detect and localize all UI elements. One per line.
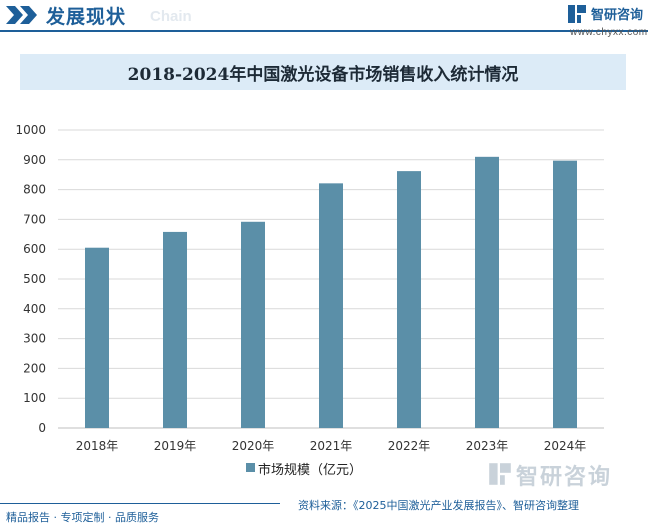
y-tick-label: 300 xyxy=(23,332,46,346)
y-tick-label: 100 xyxy=(23,391,46,405)
bar xyxy=(397,171,421,428)
footer-divider xyxy=(0,503,280,504)
chart-title: 2018-2024年中国激光设备市场销售收入统计情况 xyxy=(127,65,519,85)
x-tick-label: 2018年 xyxy=(76,439,119,453)
y-tick-label: 800 xyxy=(23,183,46,197)
double-chevron-icon xyxy=(6,6,37,24)
watermark-logo-icon xyxy=(489,463,511,485)
header: 发展现状 Chain 智研咨询 www.chyxx.com xyxy=(0,0,648,40)
x-tick-label: 2019年 xyxy=(154,439,197,453)
watermark-name: 智研咨询 xyxy=(516,465,613,490)
bar xyxy=(241,221,265,428)
bar xyxy=(163,231,187,428)
chart-title-bar: 2018-2024年中国激光设备市场销售收入统计情况 xyxy=(20,54,626,90)
bar xyxy=(319,183,343,428)
y-tick-label: 400 xyxy=(23,302,46,316)
y-tick-label: 900 xyxy=(23,153,46,167)
x-tick-label: 2023年 xyxy=(466,439,509,453)
legend-label: 市场规模（亿元） xyxy=(258,463,363,478)
y-tick-label: 200 xyxy=(23,361,46,375)
brand-url[interactable]: www.chyxx.com xyxy=(570,27,648,38)
x-tick-label: 2020年 xyxy=(232,439,275,453)
source-note: 资料来源：《2025中国激光产业发展报告》、智研咨询整理 xyxy=(298,499,579,512)
y-tick-label: 1000 xyxy=(15,123,46,137)
y-tick-label: 500 xyxy=(23,272,46,286)
brand-name: 智研咨询 xyxy=(591,8,644,23)
y-tick-label: 0 xyxy=(38,421,46,435)
brand-logo-icon xyxy=(568,5,586,23)
page-subtitle: Chain xyxy=(150,8,192,25)
bar xyxy=(85,247,109,428)
x-tick-label: 2022年 xyxy=(388,439,431,453)
bar xyxy=(553,160,577,428)
legend-swatch xyxy=(246,463,255,472)
y-tick-label: 700 xyxy=(23,212,46,226)
header-divider xyxy=(0,30,648,32)
bar xyxy=(475,156,499,428)
footer-slogan: 精品报告 · 专项定制 · 品质服务 xyxy=(6,511,159,524)
y-tick-label: 600 xyxy=(23,242,46,256)
x-tick-label: 2024年 xyxy=(544,439,587,453)
page-title: 发展现状 xyxy=(46,6,127,28)
x-tick-label: 2021年 xyxy=(310,439,353,453)
